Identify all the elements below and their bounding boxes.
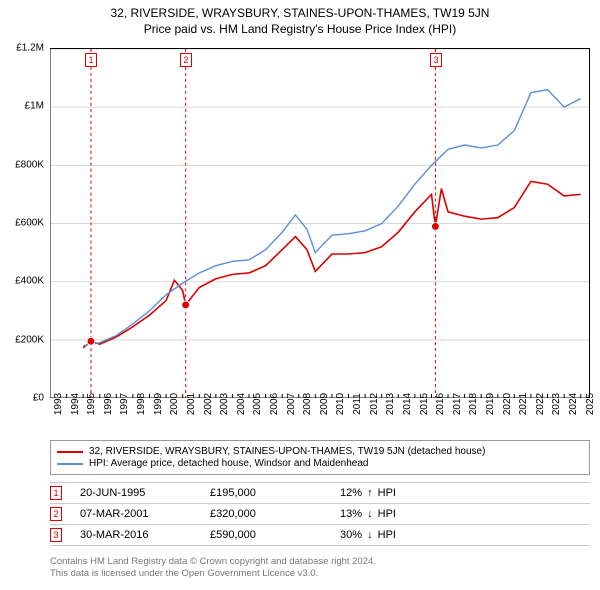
chart-marker-3: 3 bbox=[430, 53, 442, 67]
x-tick-label: 2013 bbox=[385, 393, 396, 415]
chart-plot-area: 1 2 3 bbox=[50, 48, 590, 398]
x-tick-label: 2015 bbox=[419, 393, 430, 415]
legend-label: 32, RIVERSIDE, WRAYSBURY, STAINES-UPON-T… bbox=[89, 446, 485, 457]
y-tick-label: £1M bbox=[25, 101, 44, 112]
x-tick-label: 2016 bbox=[435, 393, 446, 415]
title-block: 32, RIVERSIDE, WRAYSBURY, STAINES-UPON-T… bbox=[0, 0, 600, 38]
event-row: 1 20-JUN-1995£195,00012% ↑ HPI bbox=[50, 482, 590, 504]
x-tick-label: 2025 bbox=[585, 393, 596, 415]
x-tick-label: 1996 bbox=[103, 393, 114, 415]
down-arrow-icon: ↓ bbox=[367, 529, 373, 541]
x-tick-label: 2008 bbox=[302, 393, 313, 415]
up-arrow-icon: ↑ bbox=[367, 487, 373, 499]
x-tick-label: 1993 bbox=[53, 393, 64, 415]
event-date: 30-MAR-2016 bbox=[80, 529, 210, 541]
legend-swatch bbox=[57, 451, 83, 453]
chart-svg bbox=[50, 49, 589, 398]
x-tick-label: 2017 bbox=[452, 393, 463, 415]
y-tick-label: £600K bbox=[15, 218, 44, 229]
x-tick-label: 1999 bbox=[153, 393, 164, 415]
y-axis: £0£200K£400K£600K£800K£1M£1.2M bbox=[0, 48, 48, 398]
x-tick-label: 2021 bbox=[518, 393, 529, 415]
event-row: 3 30-MAR-2016£590,00030% ↓ HPI bbox=[50, 525, 590, 546]
x-tick-label: 1998 bbox=[136, 393, 147, 415]
event-delta: 13% ↓ HPI bbox=[340, 508, 460, 520]
event-date: 20-JUN-1995 bbox=[80, 487, 210, 499]
x-tick-label: 1995 bbox=[86, 393, 97, 415]
y-tick-label: £200K bbox=[15, 334, 44, 345]
event-delta: 30% ↓ HPI bbox=[340, 529, 460, 541]
down-arrow-icon: ↓ bbox=[367, 508, 373, 520]
x-tick-label: 2011 bbox=[352, 393, 363, 415]
legend-item: HPI: Average price, detached house, Wind… bbox=[57, 458, 583, 469]
event-delta: 12% ↑ HPI bbox=[340, 487, 460, 499]
x-tick-label: 2009 bbox=[319, 393, 330, 415]
event-date: 07-MAR-2001 bbox=[80, 508, 210, 520]
x-tick-label: 2023 bbox=[551, 393, 562, 415]
x-tick-label: 2018 bbox=[468, 393, 479, 415]
x-tick-label: 2024 bbox=[568, 393, 579, 415]
x-tick-label: 2010 bbox=[335, 393, 346, 415]
event-price: £320,000 bbox=[210, 508, 340, 520]
x-tick-label: 2014 bbox=[402, 393, 413, 415]
footer: Contains HM Land Registry data © Crown c… bbox=[50, 556, 590, 581]
event-marker-number: 2 bbox=[50, 507, 62, 521]
x-tick-label: 2001 bbox=[186, 393, 197, 415]
title-line-1: 32, RIVERSIDE, WRAYSBURY, STAINES-UPON-T… bbox=[0, 6, 600, 20]
chart-marker-1: 1 bbox=[85, 53, 97, 67]
x-tick-label: 2022 bbox=[535, 393, 546, 415]
event-table: 1 20-JUN-1995£195,00012% ↑ HPI 2 07-MAR-200… bbox=[50, 482, 590, 546]
legend-swatch bbox=[57, 463, 83, 465]
legend: 32, RIVERSIDE, WRAYSBURY, STAINES-UPON-T… bbox=[50, 440, 590, 475]
y-tick-label: £0 bbox=[33, 393, 44, 404]
event-marker-number: 3 bbox=[50, 528, 62, 542]
legend-label: HPI: Average price, detached house, Wind… bbox=[89, 458, 368, 469]
event-price: £195,000 bbox=[210, 487, 340, 499]
x-tick-label: 2000 bbox=[169, 393, 180, 415]
x-tick-label: 2012 bbox=[369, 393, 380, 415]
x-tick-label: 1997 bbox=[119, 393, 130, 415]
y-tick-label: £1.2M bbox=[16, 43, 44, 54]
x-tick-label: 2002 bbox=[203, 393, 214, 415]
event-price: £590,000 bbox=[210, 529, 340, 541]
footer-line-2: This data is licensed under the Open Gov… bbox=[50, 568, 590, 580]
x-tick-label: 2019 bbox=[485, 393, 496, 415]
y-tick-label: £400K bbox=[15, 276, 44, 287]
chart-container: 32, RIVERSIDE, WRAYSBURY, STAINES-UPON-T… bbox=[0, 0, 600, 590]
chart-marker-2: 2 bbox=[180, 53, 192, 67]
x-tick-label: 2003 bbox=[219, 393, 230, 415]
x-tick-label: 1994 bbox=[70, 393, 81, 415]
footer-line-1: Contains HM Land Registry data © Crown c… bbox=[50, 556, 590, 568]
event-row: 2 07-MAR-2001£320,00013% ↓ HPI bbox=[50, 504, 590, 525]
x-axis: 1993199419951996199719981999200020012002… bbox=[50, 400, 590, 440]
legend-item: 32, RIVERSIDE, WRAYSBURY, STAINES-UPON-T… bbox=[57, 446, 583, 457]
x-tick-label: 2004 bbox=[236, 393, 247, 415]
x-tick-label: 2007 bbox=[286, 393, 297, 415]
x-tick-label: 2020 bbox=[502, 393, 513, 415]
y-tick-label: £800K bbox=[15, 159, 44, 170]
x-tick-label: 2006 bbox=[269, 393, 280, 415]
x-tick-label: 2005 bbox=[252, 393, 263, 415]
event-marker-number: 1 bbox=[50, 486, 62, 500]
title-line-2: Price paid vs. HM Land Registry's House … bbox=[0, 22, 600, 36]
